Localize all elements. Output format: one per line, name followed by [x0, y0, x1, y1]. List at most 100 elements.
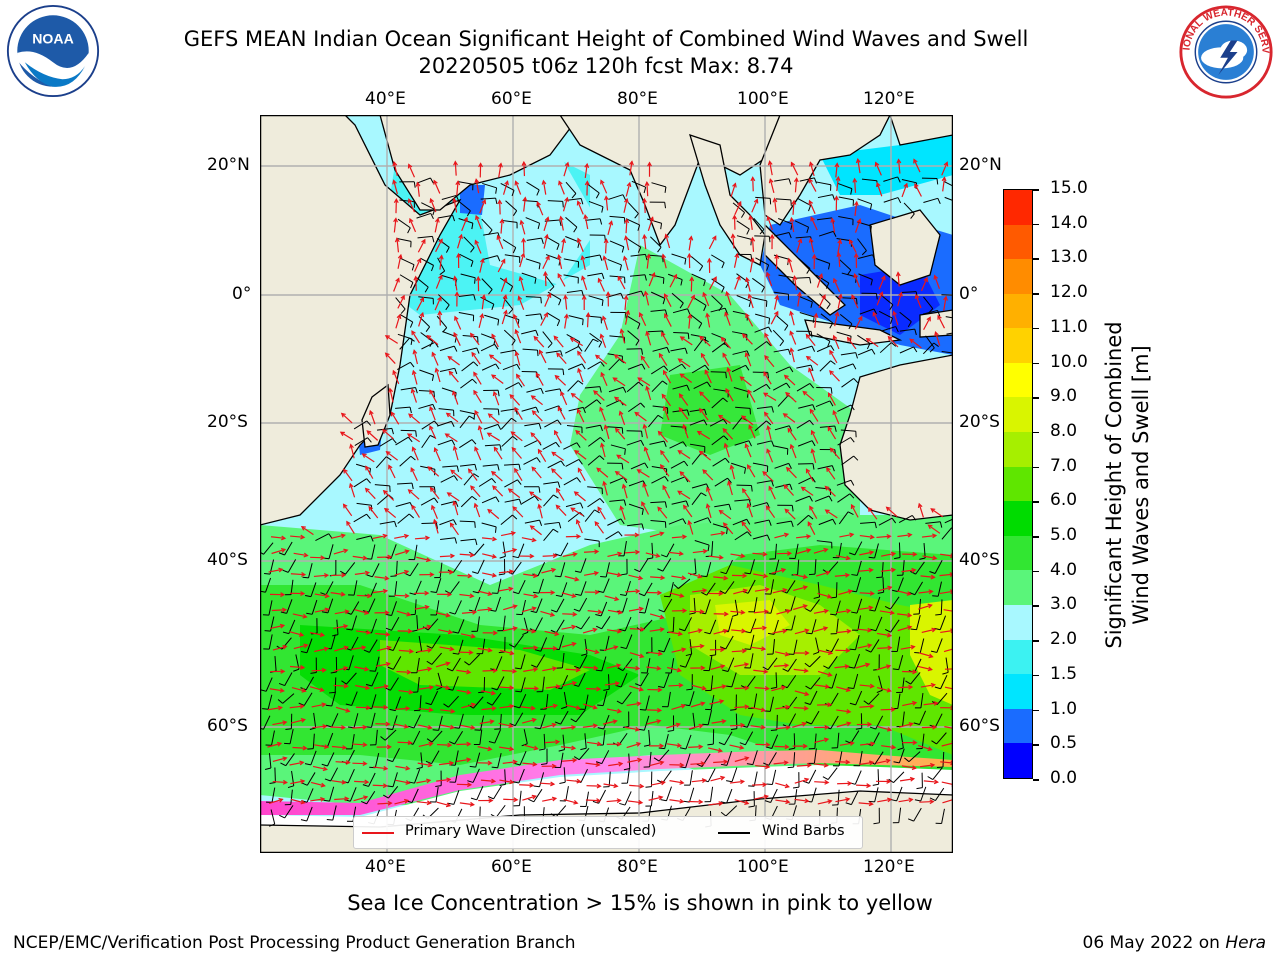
wave-direction-arrow — [586, 313, 589, 328]
wind-barb-flag — [408, 513, 415, 519]
wave-arrow-head — [903, 182, 909, 188]
wave-direction-arrow — [663, 406, 670, 421]
wave-direction-arrow — [773, 295, 778, 310]
wave-arrow-head — [836, 251, 842, 257]
wind-barb-flag — [537, 223, 541, 230]
wave-arrow-head — [886, 664, 892, 670]
wave-direction-arrow — [479, 199, 486, 214]
wave-arrow-head — [689, 276, 695, 282]
wave-arrow-head — [719, 699, 725, 704]
wave-direction-arrow — [789, 331, 797, 345]
wave-arrow-head — [530, 432, 536, 438]
wave-direction-arrow — [502, 549, 517, 554]
wave-direction-arrow — [439, 646, 454, 651]
colorbar-tick-label: 4.0 — [1050, 559, 1078, 580]
wave-arrow-head — [419, 296, 425, 302]
wind-barb — [519, 790, 522, 806]
wave-direction-arrow — [542, 667, 557, 672]
wave-direction-arrow — [334, 610, 349, 615]
wind-barb-flag — [415, 387, 418, 394]
wave-arrow-head — [427, 666, 433, 672]
wind-barb-flag — [805, 632, 813, 635]
wave-direction-arrow — [774, 745, 789, 748]
wave-arrow-head — [824, 779, 830, 785]
wave-direction-arrow — [691, 779, 706, 783]
wave-direction-arrow — [540, 610, 555, 616]
wind-barb-flag — [409, 337, 415, 342]
wave-arrow-head — [363, 795, 369, 801]
wave-direction-arrow — [477, 590, 492, 595]
wave-arrow-head — [679, 336, 685, 341]
wave-direction-arrow — [289, 631, 304, 636]
wave-arrow-head — [300, 534, 306, 540]
wind-barb — [347, 768, 355, 784]
wave-arrow-head — [672, 273, 678, 279]
wave-arrow-head — [784, 744, 790, 750]
wave-direction-arrow — [374, 576, 389, 580]
wind-barb — [746, 713, 754, 728]
wind-barb — [818, 518, 833, 526]
wave-direction-arrow — [561, 238, 565, 254]
wave-arrow-head — [474, 409, 479, 415]
wind-barb-flag — [904, 757, 910, 763]
wave-direction-arrow — [749, 215, 753, 230]
wave-direction-arrow — [519, 276, 525, 291]
wave-direction-arrow — [783, 413, 796, 423]
wind-barb — [725, 805, 738, 817]
wind-barb — [870, 639, 880, 653]
wave-arrow-head — [742, 573, 748, 579]
wave-arrow-head — [571, 641, 577, 647]
wave-direction-arrow — [851, 295, 859, 309]
wave-direction-arrow — [669, 274, 677, 288]
wave-arrow-head — [618, 761, 624, 767]
wind-barb — [850, 730, 860, 744]
wind-barb — [693, 597, 696, 613]
wind-barb-flag — [553, 494, 559, 499]
wave-direction-arrow — [558, 181, 565, 195]
wind-barb — [925, 521, 941, 524]
wind-barb-flag — [538, 486, 541, 493]
wind-barb — [622, 597, 628, 613]
wave-arrow-head — [803, 705, 809, 711]
wave-direction-arrow — [515, 351, 521, 366]
wave-direction-arrow — [839, 742, 854, 746]
wave-direction-arrow — [691, 684, 706, 690]
wind-barb — [651, 380, 663, 393]
wind-barb — [512, 561, 522, 575]
wind-barb — [735, 713, 738, 729]
wave-arrow-head — [487, 606, 493, 612]
wave-direction-arrow — [750, 646, 765, 650]
wave-arrow-head — [912, 740, 918, 746]
wind-barb — [815, 274, 830, 284]
wind-barb-flag — [831, 465, 835, 472]
wave-arrow-head — [638, 799, 644, 805]
wind-barb-flag — [635, 683, 641, 687]
wind-barb — [685, 653, 693, 668]
wind-barb — [778, 274, 794, 279]
wave-direction-arrow — [416, 779, 431, 784]
wave-direction-arrow — [434, 447, 441, 462]
wave-direction-arrow — [523, 647, 538, 649]
wave-arrow-head — [823, 737, 830, 743]
wave-direction-arrow — [699, 336, 711, 347]
wave-arrow-head — [303, 643, 309, 649]
wind-barb — [883, 176, 898, 182]
wind-barb-flag — [408, 781, 415, 784]
wave-direction-arrow — [582, 628, 597, 634]
wind-barb — [454, 600, 462, 615]
wave-direction-arrow — [519, 253, 525, 268]
wind-barb — [524, 439, 539, 448]
wave-direction-arrow — [500, 532, 515, 537]
wind-barb — [399, 274, 414, 283]
wind-barb — [752, 277, 765, 288]
wave-arrow-head — [890, 551, 897, 557]
wind-barb-flag — [621, 246, 625, 253]
wind-barb-flag — [449, 611, 456, 615]
wave-arrow-head — [537, 448, 543, 454]
wave-direction-arrow — [918, 503, 924, 518]
wave-direction-arrow — [608, 762, 623, 767]
wave-direction-arrow — [813, 610, 828, 614]
wave-arrow-head — [768, 178, 774, 184]
wave-arrow-head — [805, 355, 811, 361]
wave-direction-arrow — [851, 504, 859, 518]
